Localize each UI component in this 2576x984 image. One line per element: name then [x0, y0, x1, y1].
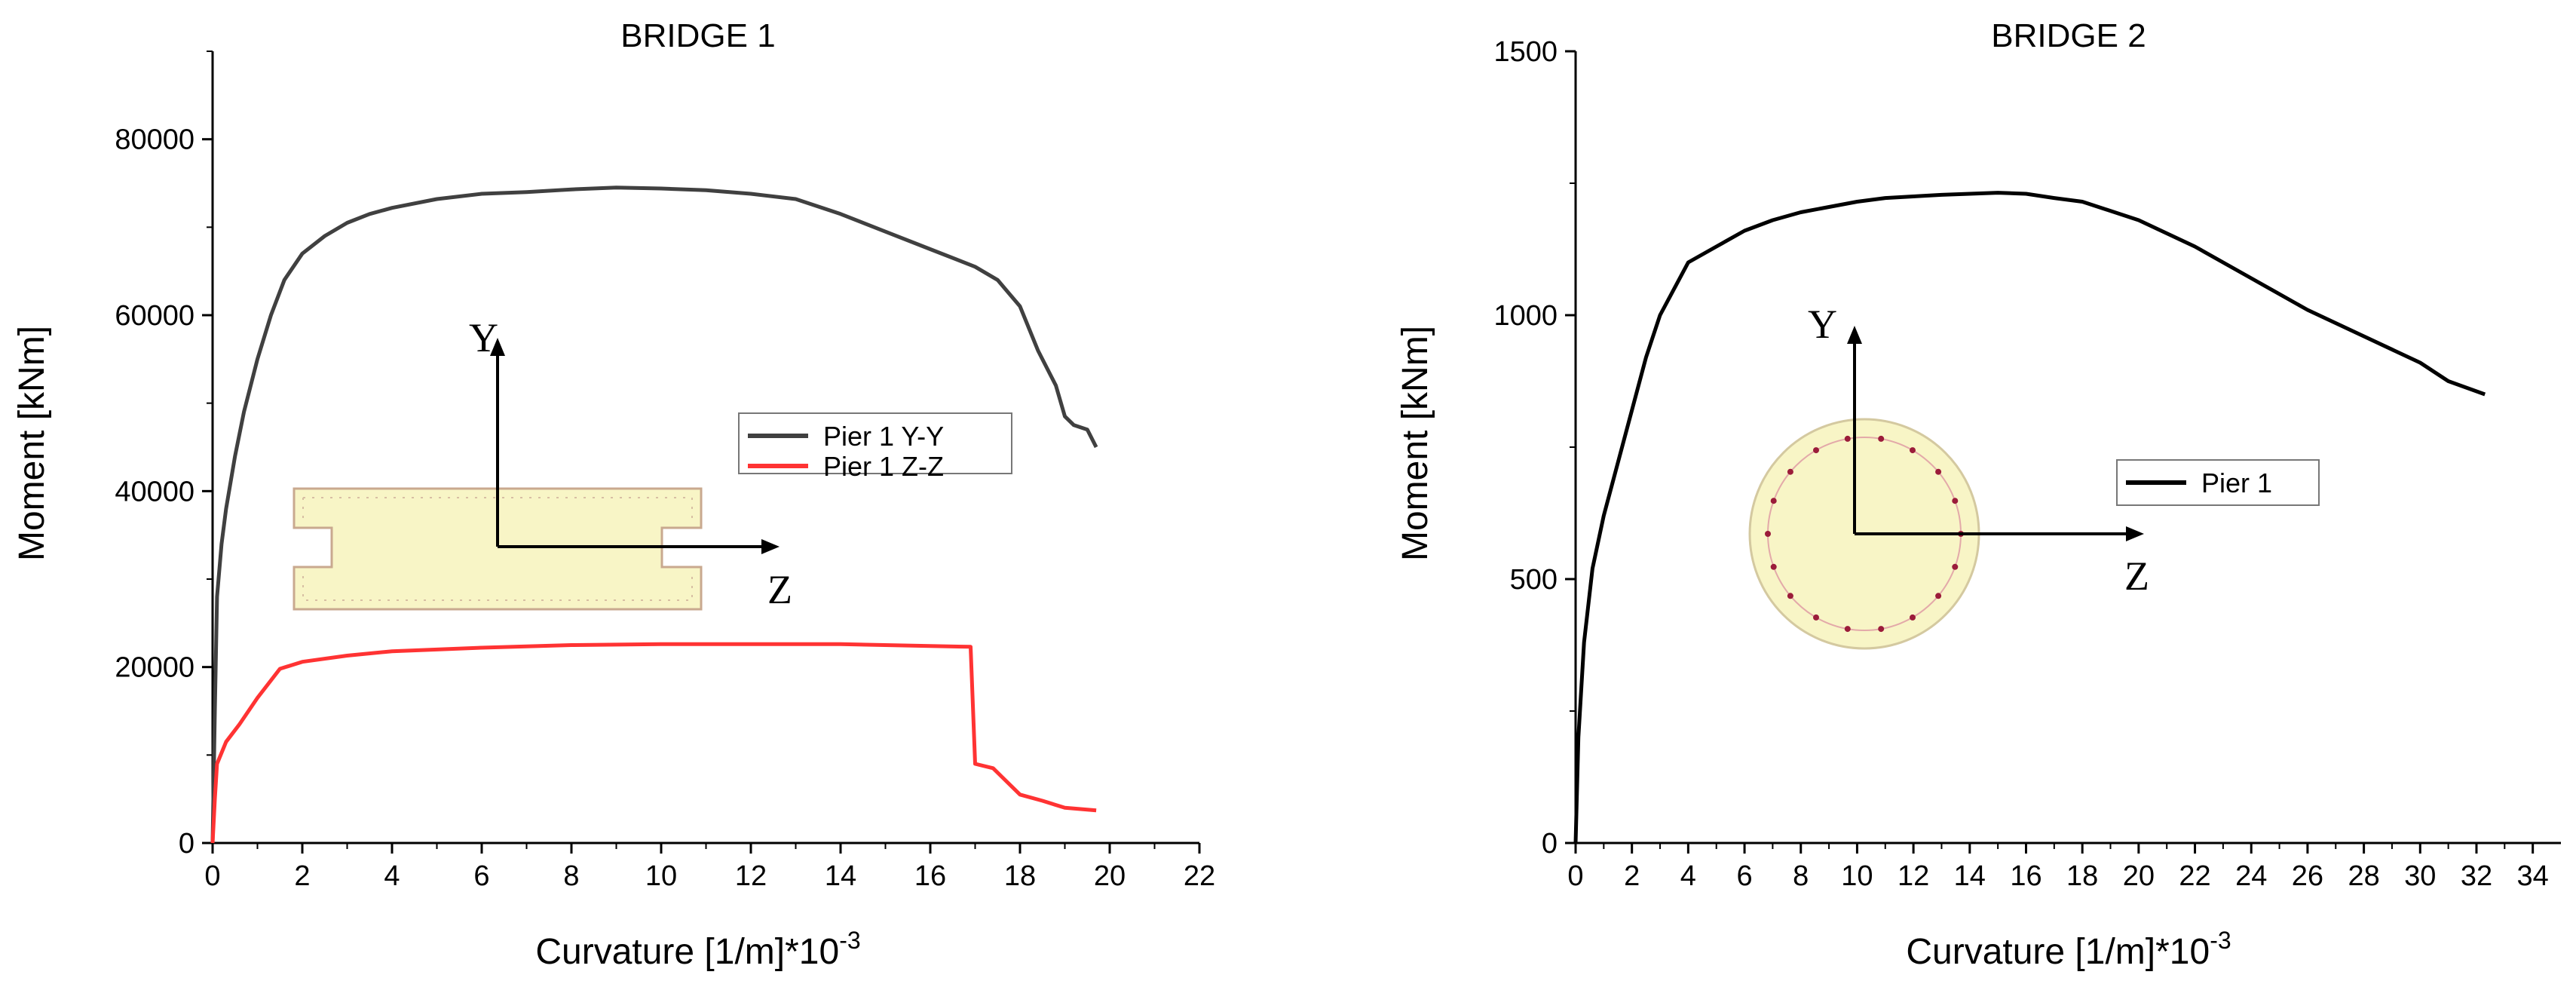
- rebar-dot: [1952, 563, 1959, 570]
- y-tick-label: 1000: [1493, 300, 1558, 332]
- rebar-dot: [1935, 593, 1942, 599]
- rebar-dot: [1770, 498, 1777, 504]
- rebar-dots: [1765, 435, 1964, 633]
- rebar-dot: [1935, 468, 1942, 475]
- x-tick-label: 0: [1567, 860, 1583, 892]
- y-tick-label: 20000: [115, 652, 195, 684]
- series-line-2: [210, 642, 1097, 844]
- y-tick-label: 60000: [115, 300, 195, 332]
- legend: Pier 1: [2116, 459, 2320, 506]
- y-arrowhead-icon: [1847, 326, 1862, 344]
- rebar-dot: [1787, 468, 1793, 475]
- rebar-dot: [1765, 531, 1771, 537]
- rebar-dot: [1813, 614, 1819, 621]
- chart-title: BRIDGE 2: [1991, 17, 2146, 54]
- x-tick-label: 4: [384, 860, 400, 892]
- x-tick-label: 34: [2517, 860, 2549, 892]
- x-tick-label: 6: [473, 860, 489, 892]
- series-line-1: [1573, 191, 2486, 844]
- x-tick-label: 20: [1094, 860, 1126, 892]
- x-tick-label: 14: [1954, 860, 1986, 892]
- inset-z-label: Z: [767, 567, 792, 612]
- x-tick-label: 6: [1736, 860, 1752, 892]
- x-tick-label: 10: [645, 860, 677, 892]
- y-tick-label: 0: [1542, 828, 1558, 860]
- y-axis-label: Moment [kNm]: [12, 326, 52, 561]
- x-tick-label: 4: [1680, 860, 1696, 892]
- axes: [1574, 51, 2561, 845]
- x-axis-label-exponent: -3: [2210, 927, 2231, 954]
- rebar-dot: [1910, 614, 1916, 621]
- y-tick-label: 500: [1510, 564, 1558, 596]
- x-tick-label: 2: [294, 860, 310, 892]
- x-tick-label: 18: [1004, 860, 1036, 892]
- rebar-dot: [1787, 593, 1793, 599]
- inset-z-label: Z: [2124, 553, 2149, 599]
- y-tick-label: 0: [179, 828, 195, 860]
- x-tick-label: 26: [2292, 860, 2323, 892]
- tick-marks: 0 2 4 6 8 10 12 14 16 18 20 22 24 26 28 30 32 34050010001…: [1493, 36, 2548, 892]
- y-arrowhead-icon: [490, 338, 505, 356]
- x-tick-label: 24: [2235, 860, 2267, 892]
- x-axis-label-main: Curvature [1/m]*10: [535, 932, 839, 972]
- inset-y-label: Y: [469, 315, 498, 360]
- x-tick-label: 0: [204, 860, 220, 892]
- x-tick-label: 18: [2066, 860, 2098, 892]
- z-arrowhead-icon: [761, 539, 780, 554]
- y-tick-label: 80000: [115, 124, 195, 156]
- section-inset: Y Z: [293, 315, 792, 612]
- x-tick-label: 16: [2010, 860, 2042, 892]
- x-tick-label: 12: [735, 860, 767, 892]
- x-tick-label: 28: [2348, 860, 2379, 892]
- rebar-dot: [1878, 626, 1885, 633]
- legend-label: Pier 1: [2201, 467, 2272, 498]
- x-axis-label-main: Curvature [1/m]*10: [1906, 932, 2210, 972]
- chart-bridge-2: BRIDGE 2 Moment [kNm] Curvature [1/m]*10…: [1395, 17, 2561, 972]
- rebar-dot: [1910, 447, 1916, 454]
- plot-series: [210, 185, 1098, 844]
- legend-box: [738, 412, 1012, 474]
- x-tick-label: 22: [2179, 860, 2210, 892]
- x-tick-label: 12: [1898, 860, 1929, 892]
- chart-bridge-1: BRIDGE 1 Moment [kNm] Curvature [1/m]*10…: [12, 17, 1215, 972]
- x-tick-label: 14: [825, 860, 856, 892]
- y-axis-label: Moment [kNm]: [1395, 326, 1435, 561]
- z-arrowhead-icon: [2126, 526, 2144, 541]
- section-rebar-outline: [302, 497, 693, 601]
- x-tick-label: 16: [914, 860, 946, 892]
- legend-label: Pier 1 Y-Y: [823, 421, 944, 452]
- tick-marks: 0 2 4 6 8 10 12 14 16 18 20 22 0 20000 40000 60000 80000: [115, 51, 1215, 892]
- rebar-dot: [1770, 563, 1777, 570]
- x-tick-label: 20: [2123, 860, 2155, 892]
- legend-label: Pier 1 Z-Z: [823, 451, 944, 482]
- rebar-dot: [1813, 447, 1819, 454]
- chart-title: BRIDGE 1: [620, 17, 775, 54]
- x-tick-label: 8: [563, 860, 579, 892]
- x-tick-label: 10: [1841, 860, 1873, 892]
- rebar-dot: [1952, 498, 1959, 504]
- y-tick-label: 1500: [1493, 36, 1558, 68]
- rebar-dot: [1878, 435, 1885, 442]
- x-tick-label: 8: [1793, 860, 1809, 892]
- rebar-dot: [1844, 435, 1851, 442]
- y-tick-label: 40000: [115, 476, 195, 507]
- plot-series: [1573, 191, 2486, 844]
- series-line-1: [210, 185, 1098, 844]
- x-tick-label: 32: [2461, 860, 2492, 892]
- x-axis-label: Curvature [1/m]*10-3: [535, 927, 860, 972]
- inset-y-label: Y: [1808, 302, 1837, 347]
- x-axis-label: Curvature [1/m]*10-3: [1906, 927, 2231, 972]
- axes: [211, 51, 1199, 845]
- rebar-dot: [1844, 626, 1851, 633]
- section-shape: [293, 487, 703, 611]
- x-axis-label-exponent: -3: [839, 927, 860, 954]
- x-tick-label: 22: [1184, 860, 1215, 892]
- section-inset: Y Z: [1748, 302, 2149, 650]
- x-tick-label: 2: [1624, 860, 1640, 892]
- x-tick-label: 30: [2404, 860, 2436, 892]
